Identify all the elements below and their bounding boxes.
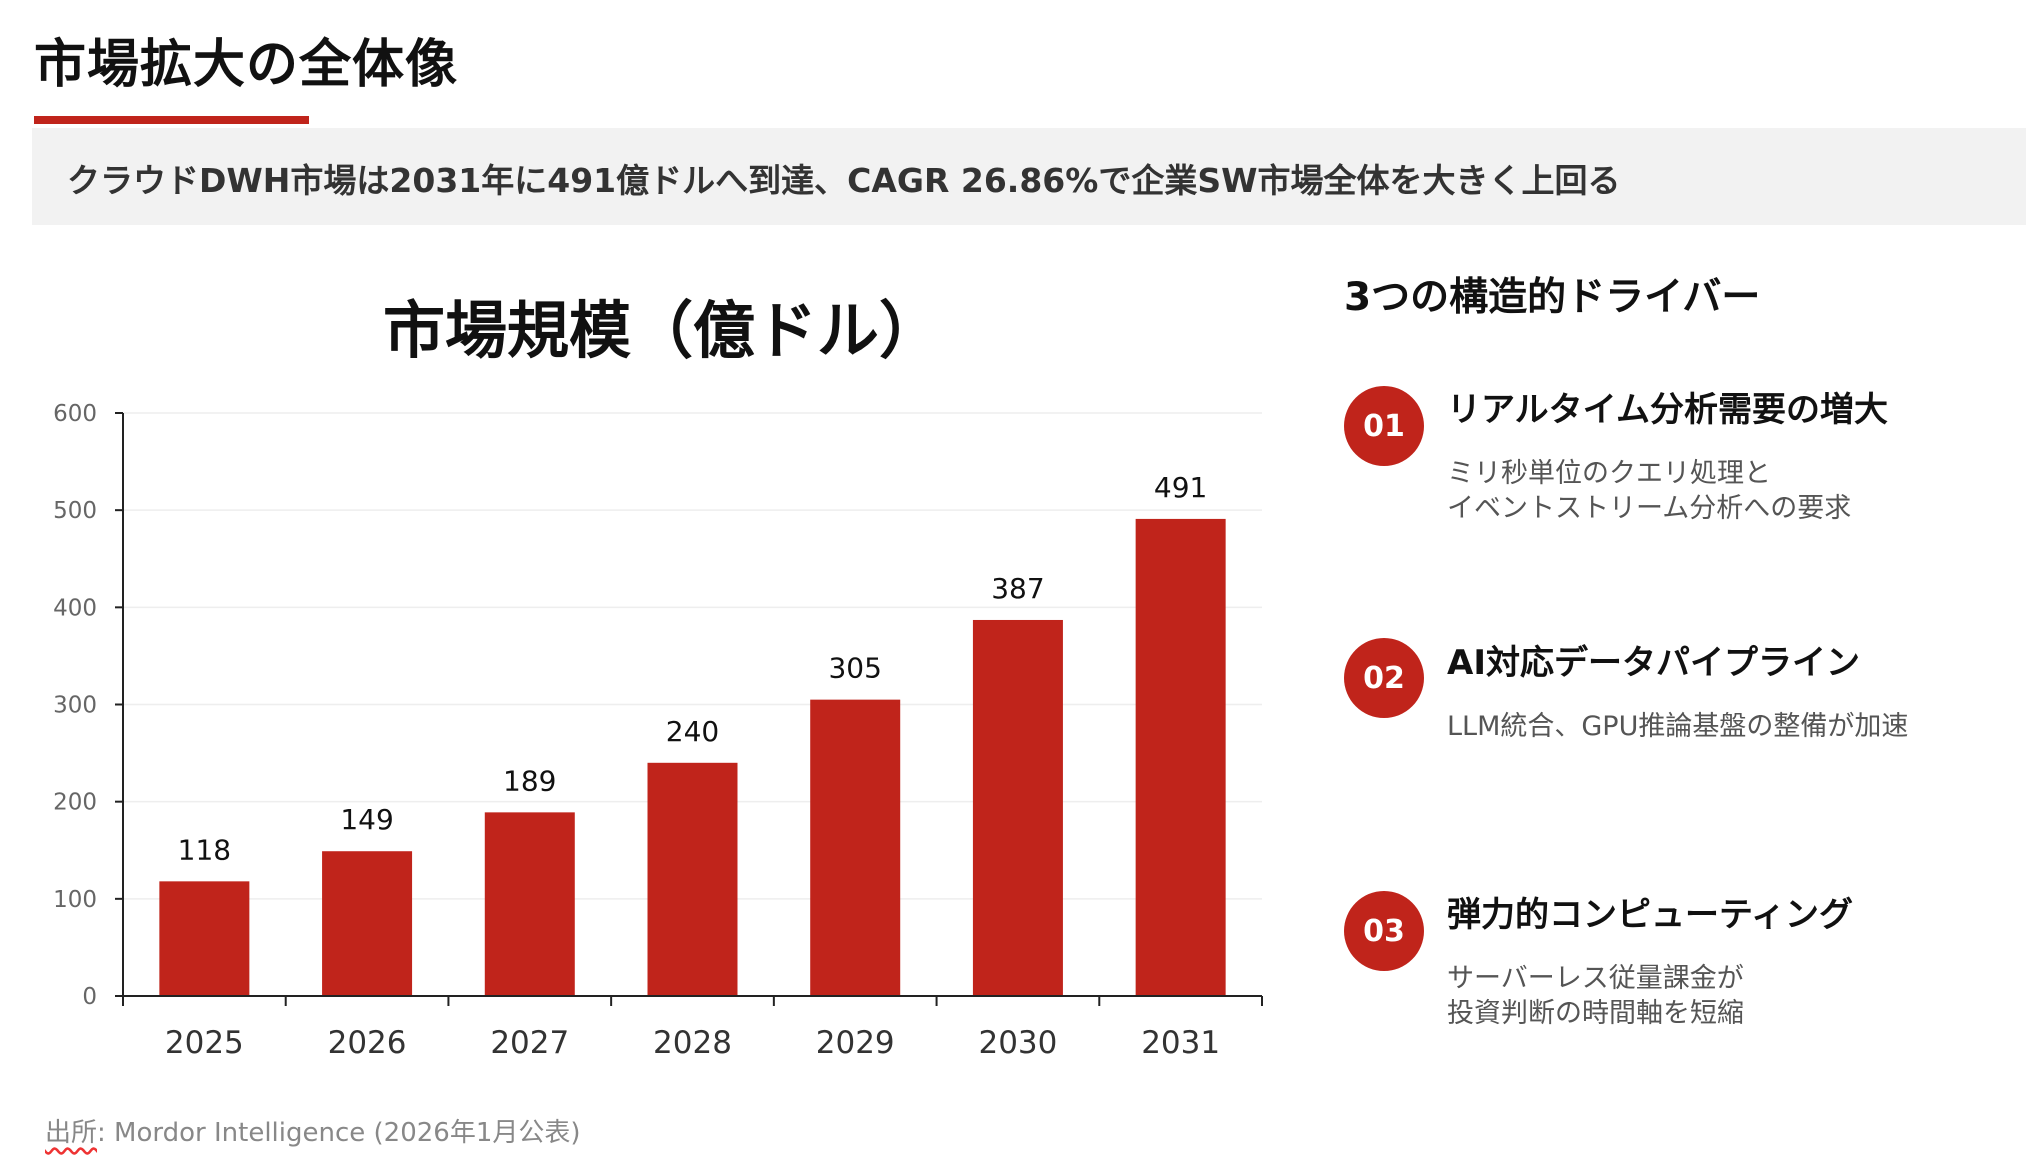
driver-title: 弾力的コンピューティング — [1447, 895, 1853, 935]
chart-title: 市場規模（億ドル） — [383, 294, 941, 367]
subtitle: クラウドDWH市場は2031年に491億ドルへ到達、CAGR 26.86%で企業… — [67, 161, 1621, 200]
bar-2029 — [810, 699, 901, 996]
x-tick-label: 2027 — [490, 1025, 569, 1061]
y-tick-label: 600 — [53, 401, 97, 427]
bar-2031 — [1135, 518, 1226, 996]
driver-description-line: サーバーレス従量課金が — [1447, 963, 1744, 994]
y-tick-label: 0 — [82, 984, 97, 1010]
data-label: 149 — [340, 803, 393, 836]
bar-2027 — [484, 812, 575, 996]
data-label: 491 — [1154, 471, 1207, 504]
bar-2028 — [647, 762, 738, 996]
data-label: 305 — [828, 652, 881, 685]
driver-description-line: 投資判断の時間軸を短縮 — [1447, 998, 1744, 1029]
driver-description: LLM統合、GPU推論基盤の整備が加速 — [1447, 709, 1908, 744]
source-prefix: 出所 — [45, 1118, 98, 1148]
driver-description-line: LLM統合、GPU推論基盤の整備が加速 — [1447, 711, 1909, 742]
x-tick-label: 2028 — [653, 1025, 732, 1061]
x-tick-label: 2030 — [978, 1025, 1057, 1061]
x-tick-label: 2029 — [816, 1025, 895, 1061]
driver-description: サーバーレス従量課金が 投資判断の時間軸を短縮 — [1447, 961, 1744, 1031]
driver-title: リアルタイム分析需要の増大 — [1447, 390, 1888, 430]
bar-2026 — [322, 851, 413, 996]
bar-2025 — [159, 881, 250, 996]
y-tick-label: 400 — [53, 595, 97, 621]
source-text: : Mordor Intelligence (2026年1月公表) — [97, 1118, 581, 1148]
data-label: 118 — [178, 833, 231, 866]
source-note: 出所: Mordor Intelligence (2026年1月公表) — [45, 1112, 581, 1149]
data-label: 387 — [991, 572, 1044, 605]
subtitle-banner: クラウドDWH市場は2031年に491億ドルへ到達、CAGR 26.86%で企業… — [32, 128, 2026, 225]
page-title: 市場拡大の全体像 — [34, 35, 459, 95]
driver-title: AI対応データパイプライン — [1447, 643, 1860, 683]
driver-description: ミリ秒単位のクエリ処理と イベントストリーム分析への要求 — [1447, 456, 1851, 526]
title-accent-bar — [34, 116, 309, 124]
driver-description-line: イベントストリーム分析への要求 — [1447, 493, 1852, 524]
x-tick-label: 2026 — [328, 1025, 407, 1061]
bar-2030 — [972, 619, 1063, 996]
y-tick-label: 500 — [53, 498, 97, 524]
data-label: 240 — [666, 715, 719, 748]
x-tick-label: 2031 — [1141, 1025, 1220, 1061]
x-tick-label: 2025 — [165, 1025, 244, 1061]
y-tick-label: 100 — [53, 887, 97, 913]
y-tick-label: 300 — [53, 693, 97, 719]
data-label: 189 — [503, 764, 556, 797]
driver-number-badge: 02 — [1344, 638, 1424, 718]
driver-description-line: ミリ秒単位のクエリ処理と — [1447, 458, 1771, 489]
driver-number-badge: 03 — [1344, 891, 1424, 971]
drivers-heading: 3つの構造的ドライバー — [1344, 275, 1761, 320]
driver-number-badge: 01 — [1344, 386, 1424, 466]
y-tick-label: 200 — [53, 790, 97, 816]
